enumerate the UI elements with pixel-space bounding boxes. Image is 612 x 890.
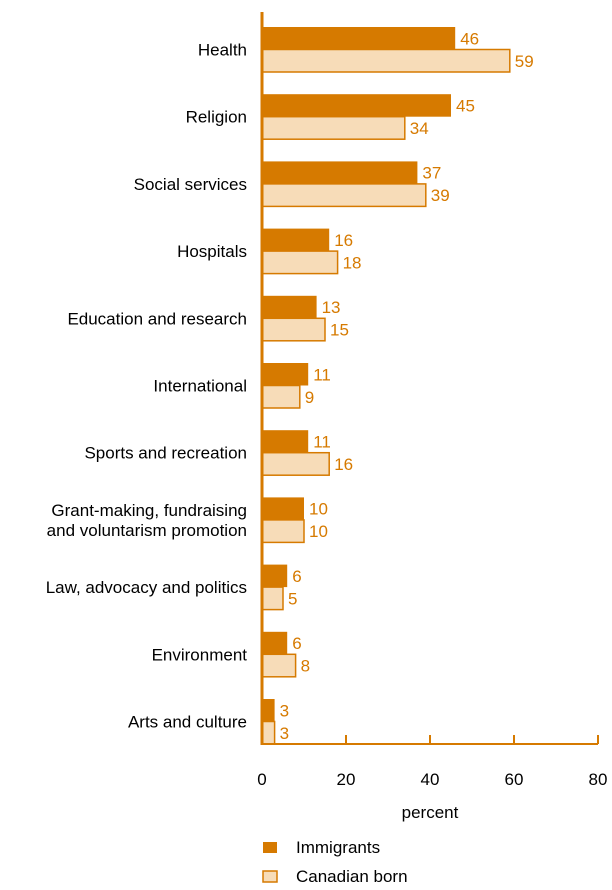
- category-label-line: Religion: [186, 108, 247, 127]
- bar-immigrants: [262, 161, 418, 184]
- category-label: Grant-making, fundraising and voluntarism…: [47, 501, 247, 540]
- category-label-line: Grant-making, fundraising: [51, 501, 247, 520]
- bar-immigrants: [262, 27, 456, 50]
- bar-immigrants: [262, 94, 451, 117]
- bar-immigrants: [262, 295, 317, 319]
- x-tick-label: 20: [337, 770, 356, 789]
- value-label-immigrants: 6: [292, 634, 301, 653]
- value-label-canadian-born: 16: [334, 455, 353, 474]
- bars-layer: [261, 27, 511, 745]
- bar-canadian-born: [261, 317, 326, 342]
- category-label: Hospitals: [177, 242, 247, 261]
- value-label-immigrants: 3: [280, 701, 289, 720]
- category-label-line: Arts and culture: [128, 713, 247, 732]
- x-tick-label: 0: [257, 770, 266, 789]
- bar-immigrants: [262, 430, 309, 453]
- value-label-immigrants: 45: [456, 96, 475, 115]
- bar-canadian-born: [261, 451, 330, 476]
- value-label-immigrants: 10: [309, 500, 328, 519]
- category-label-line: Environment: [152, 645, 248, 664]
- value-label-immigrants: 13: [322, 298, 341, 317]
- category-label: Health: [198, 41, 247, 60]
- category-label-line: Health: [198, 41, 247, 60]
- bar-immigrants: [262, 699, 275, 722]
- value-label-canadian-born: 39: [431, 186, 450, 205]
- legend-label-immigrants: Immigrants: [296, 838, 380, 857]
- value-label-immigrants: 46: [460, 29, 479, 48]
- bar-canadian-born: [261, 48, 511, 73]
- category-label-line: Social services: [134, 175, 247, 194]
- bar-immigrants: [262, 363, 309, 386]
- legend-label-canadian-born: Canadian born: [296, 867, 408, 886]
- x-tick-label: 40: [421, 770, 440, 789]
- bar-immigrants: [262, 497, 304, 520]
- value-label-immigrants: 11: [313, 365, 331, 384]
- category-label: Sports and recreation: [84, 444, 247, 463]
- bar-immigrants: [262, 228, 330, 252]
- value-label-canadian-born: 59: [515, 52, 534, 71]
- category-label-line: Law, advocacy and politics: [46, 578, 247, 597]
- bar-canadian-born: [261, 250, 339, 275]
- bar-canadian-born: [261, 183, 427, 208]
- bar-canadian-born: [261, 586, 284, 611]
- value-label-canadian-born: 18: [343, 253, 362, 272]
- value-label-canadian-born: 3: [280, 724, 289, 743]
- category-label: Arts and culture: [128, 713, 247, 732]
- value-label-immigrants: 6: [292, 567, 301, 586]
- value-label-immigrants: 16: [334, 231, 353, 250]
- value-label-canadian-born: 5: [288, 589, 297, 608]
- category-label-line: Education and research: [67, 309, 247, 328]
- category-label: Social services: [134, 175, 247, 194]
- category-label-line: International: [153, 377, 247, 396]
- category-label: Environment: [152, 645, 248, 664]
- value-label-canadian-born: 15: [330, 321, 349, 340]
- value-label-canadian-born: 8: [301, 657, 310, 676]
- legend-layer: Immigrants Canadian born: [262, 838, 408, 886]
- value-label-canadian-born: 34: [410, 119, 429, 138]
- bar-canadian-born: [261, 384, 301, 409]
- value-label-canadian-born: 9: [305, 388, 314, 407]
- category-label-line: Hospitals: [177, 242, 247, 261]
- legend-swatch-canadian-born: [262, 870, 278, 883]
- bar-canadian-born: [261, 519, 305, 544]
- category-label: Religion: [186, 108, 247, 127]
- x-tick-label: 80: [589, 770, 608, 789]
- x-axis-title: percent: [402, 803, 459, 822]
- category-label: International: [153, 377, 247, 396]
- value-label-canadian-born: 10: [309, 522, 328, 541]
- bar-canadian-born: [261, 115, 406, 140]
- axis-layer: 0 20 40 60 80 percent: [257, 12, 607, 822]
- value-label-immigrants: 11: [313, 432, 331, 451]
- category-label: Law, advocacy and politics: [46, 578, 247, 597]
- bar-immigrants: [262, 564, 288, 588]
- bar-immigrants: [262, 631, 288, 655]
- bar-canadian-born: [261, 653, 297, 678]
- x-tick-label: 60: [505, 770, 524, 789]
- value-label-immigrants: 37: [422, 164, 441, 183]
- legend-swatch-immigrants: [263, 842, 277, 853]
- category-label: Education and research: [67, 309, 247, 328]
- category-label-line: Sports and recreation: [84, 444, 247, 463]
- bar-canadian-born: [261, 720, 276, 745]
- category-label-line: and voluntarism promotion: [47, 521, 247, 540]
